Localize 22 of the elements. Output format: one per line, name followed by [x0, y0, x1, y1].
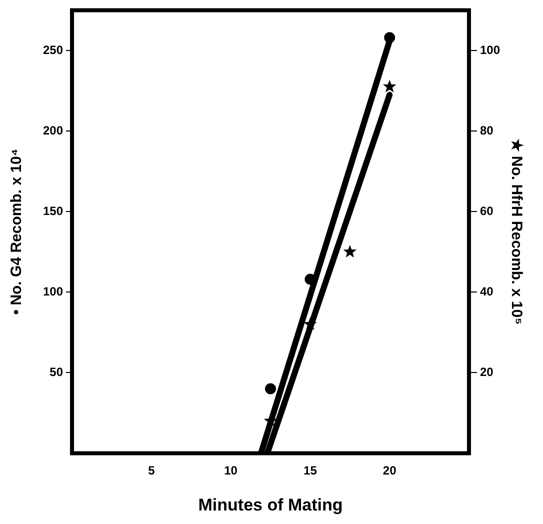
y2-tick-label: 60	[480, 204, 494, 218]
y2-tick-label: 40	[480, 284, 494, 298]
y2-axis-title: ★ No. HfrH Recomb. x 10⁵	[508, 138, 525, 325]
y2-tick-label: 20	[480, 364, 494, 379]
point	[382, 80, 396, 92]
y-axis-title: • No. G4 Recomb. x 10⁴	[8, 148, 26, 315]
y-tick-label: 100	[42, 284, 64, 298]
y2-tick-label: 80	[480, 123, 494, 138]
y2-tick-label: 100	[480, 42, 500, 57]
point	[343, 244, 357, 258]
point	[384, 32, 396, 44]
y-tick-label: 50	[50, 364, 64, 379]
x-tick-label: 5	[148, 464, 156, 478]
y-tick-label: 250	[42, 42, 64, 57]
point	[265, 383, 276, 394]
x-tick-label: 20	[382, 464, 397, 478]
y-tick-label: 200	[42, 123, 64, 138]
x-tick-label: 10	[224, 464, 238, 478]
point	[304, 317, 317, 330]
y-tick-label: 150	[42, 204, 64, 218]
x-axis-title: Minutes of Mating	[198, 495, 343, 514]
x-tick-label: 15	[304, 464, 318, 478]
